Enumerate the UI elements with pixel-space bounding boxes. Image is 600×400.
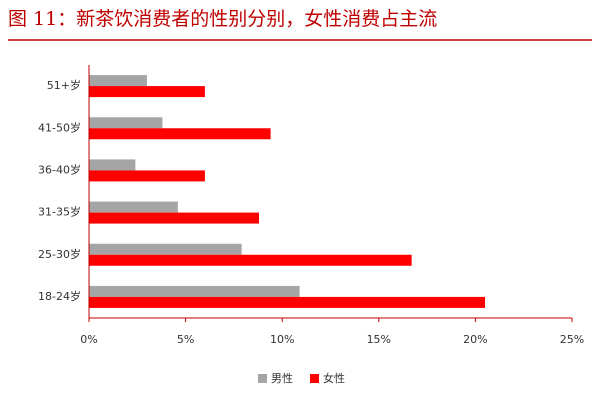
- bar: [89, 254, 412, 266]
- bar: [89, 212, 260, 224]
- x-tick-label: 15%: [367, 333, 391, 346]
- y-tick-label: 25-30岁: [38, 247, 81, 261]
- legend-label: 女性: [323, 371, 345, 385]
- bar: [89, 296, 486, 308]
- bar: [89, 285, 300, 297]
- y-tick-label: 18-24岁: [38, 289, 81, 303]
- bar: [89, 117, 163, 129]
- bar: [89, 243, 242, 255]
- chart-title: 图 11：新茶饮消费者的性别分别，女性消费占主流: [8, 8, 437, 30]
- x-tick-label: 25%: [560, 333, 584, 346]
- bar: [89, 75, 147, 87]
- x-tick-label: 10%: [270, 333, 294, 346]
- bar: [89, 128, 271, 140]
- y-tick-label: 31-35岁: [38, 205, 81, 219]
- y-tick-label: 41-50岁: [38, 120, 81, 134]
- bar: [89, 86, 205, 98]
- legend-swatch: [258, 374, 267, 383]
- legend-label: 男性: [271, 371, 293, 385]
- x-tick-label: 20%: [463, 333, 487, 346]
- x-tick-label: 0%: [80, 333, 97, 346]
- y-tick-label: 51+岁: [47, 78, 81, 92]
- x-tick-label: 5%: [177, 333, 194, 346]
- y-tick-label: 36-40岁: [38, 162, 81, 176]
- legend-swatch: [310, 374, 319, 383]
- bar: [89, 170, 205, 182]
- bar: [89, 159, 136, 171]
- bar: [89, 201, 178, 213]
